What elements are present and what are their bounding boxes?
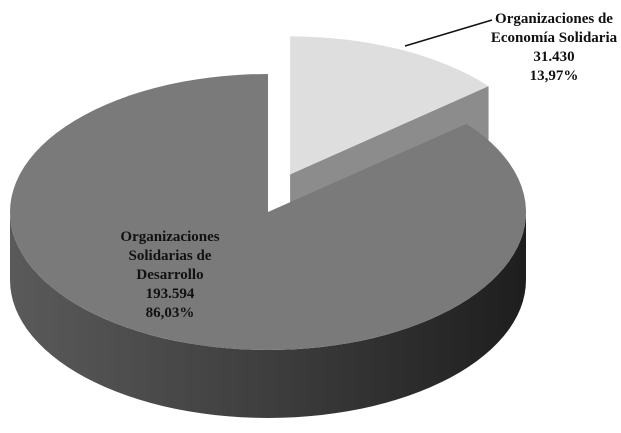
- leader-line: [404, 19, 493, 47]
- percent-label: 86,03%: [145, 305, 195, 321]
- slice-side: [10, 212, 526, 418]
- value-label: 193.594: [145, 286, 195, 302]
- label-big: Organizaciones Solidarias de Desarrollo …: [100, 228, 240, 323]
- category-label: Organizaciones de Economía Solidaria: [490, 11, 618, 46]
- label-small: Organizaciones de Economía Solidaria 31.…: [488, 10, 620, 86]
- slice: [290, 36, 489, 175]
- percent-label: 13,97%: [529, 68, 579, 84]
- slice: [10, 74, 527, 350]
- category-label: Organizaciones Solidarias de Desarrollo: [120, 229, 220, 283]
- value-label: 31.430: [533, 49, 575, 65]
